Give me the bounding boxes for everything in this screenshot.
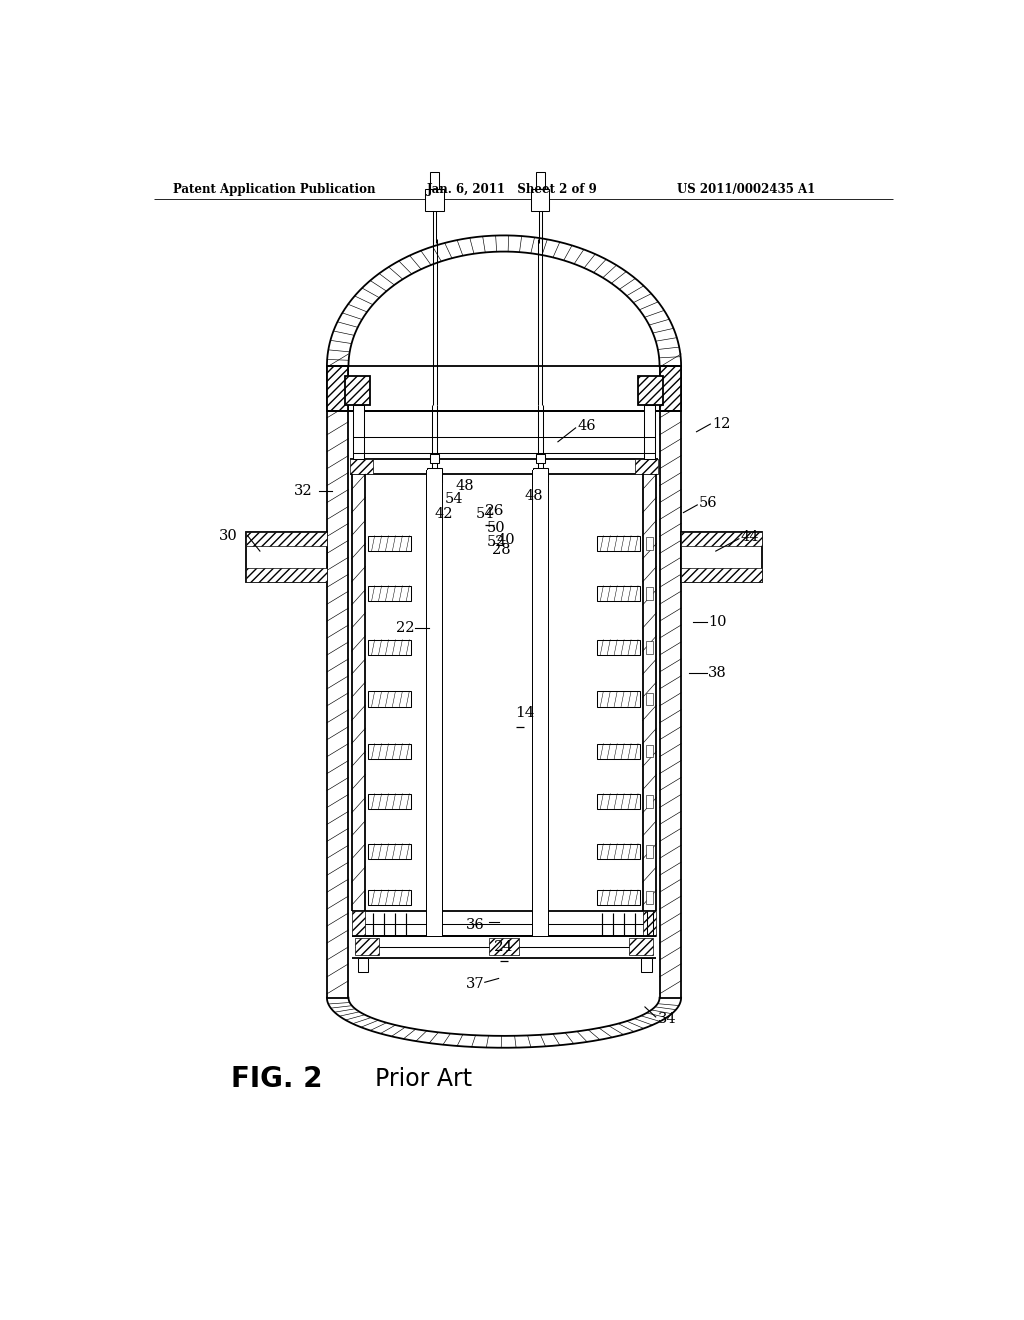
Bar (531, 189, 550, 211)
Bar (369, 890, 411, 906)
Bar (646, 587, 653, 599)
Bar (597, 743, 640, 759)
Bar (246, 532, 327, 582)
Text: 36: 36 (466, 917, 484, 932)
Bar (246, 532, 327, 545)
Text: Prior Art: Prior Art (376, 1067, 472, 1090)
Bar (536, 454, 545, 463)
Text: Jan. 6, 2011   Sheet 2 of 9: Jan. 6, 2011 Sheet 2 of 9 (427, 183, 598, 197)
Bar (597, 843, 640, 859)
Text: 26: 26 (484, 504, 504, 517)
Text: 54: 54 (444, 492, 463, 506)
Bar (536, 173, 545, 189)
Text: 32: 32 (294, 484, 312, 498)
Bar (427, 470, 442, 936)
Bar (681, 568, 762, 582)
Bar (629, 939, 653, 956)
Text: 37: 37 (466, 977, 484, 991)
Text: US 2011/0002435 A1: US 2011/0002435 A1 (677, 183, 815, 197)
Bar (351, 911, 366, 936)
Bar (345, 376, 370, 405)
Bar (597, 640, 640, 655)
Text: 56: 56 (698, 496, 718, 511)
Bar (646, 693, 653, 705)
Bar (425, 189, 444, 211)
Text: 38: 38 (708, 665, 727, 680)
Text: 34: 34 (658, 1012, 677, 1026)
Bar (659, 367, 681, 411)
Bar (430, 454, 439, 463)
Bar (646, 845, 653, 858)
Text: 48: 48 (456, 479, 474, 492)
Bar (597, 793, 640, 809)
Text: 44: 44 (740, 531, 759, 544)
Bar (369, 743, 411, 759)
Bar (354, 939, 379, 956)
Bar (597, 536, 640, 552)
Text: 54: 54 (475, 507, 494, 521)
Text: 10: 10 (708, 615, 727, 628)
Bar (369, 793, 411, 809)
Text: 30: 30 (219, 529, 238, 543)
Bar (646, 891, 653, 904)
Bar (597, 890, 640, 906)
Bar (369, 843, 411, 859)
Text: 28: 28 (493, 543, 511, 557)
Text: Patent Application Publication: Patent Application Publication (173, 183, 376, 197)
Text: 50: 50 (486, 521, 505, 535)
Bar (246, 568, 327, 582)
Bar (597, 586, 640, 601)
Bar (532, 470, 548, 936)
Text: FIG. 2: FIG. 2 (230, 1064, 323, 1093)
Bar (532, 469, 548, 483)
Bar (644, 405, 655, 459)
Text: 42: 42 (435, 507, 454, 521)
Text: 52: 52 (486, 535, 505, 549)
Text: 24: 24 (495, 940, 514, 954)
Bar (646, 537, 653, 549)
Bar (369, 692, 411, 706)
Bar (350, 459, 373, 474)
Bar (597, 692, 640, 706)
Bar (369, 536, 411, 552)
Bar (681, 532, 762, 545)
Bar (646, 744, 653, 758)
Bar (646, 642, 653, 653)
Text: 12: 12 (712, 417, 730, 432)
Text: 40: 40 (497, 532, 515, 546)
Bar (427, 469, 442, 483)
Bar (430, 173, 439, 189)
Bar (643, 911, 656, 936)
Text: 22: 22 (396, 622, 415, 635)
Text: 14: 14 (515, 706, 536, 719)
Bar (357, 958, 369, 972)
Bar (353, 405, 364, 459)
Text: 46: 46 (578, 420, 596, 433)
Bar (369, 586, 411, 601)
Bar (641, 958, 652, 972)
Bar (635, 459, 658, 474)
Bar (369, 640, 411, 655)
Bar (681, 532, 762, 582)
Bar (646, 795, 653, 808)
Bar (327, 367, 348, 411)
Text: 48: 48 (524, 488, 544, 503)
Bar (488, 939, 519, 956)
Bar (638, 376, 663, 405)
